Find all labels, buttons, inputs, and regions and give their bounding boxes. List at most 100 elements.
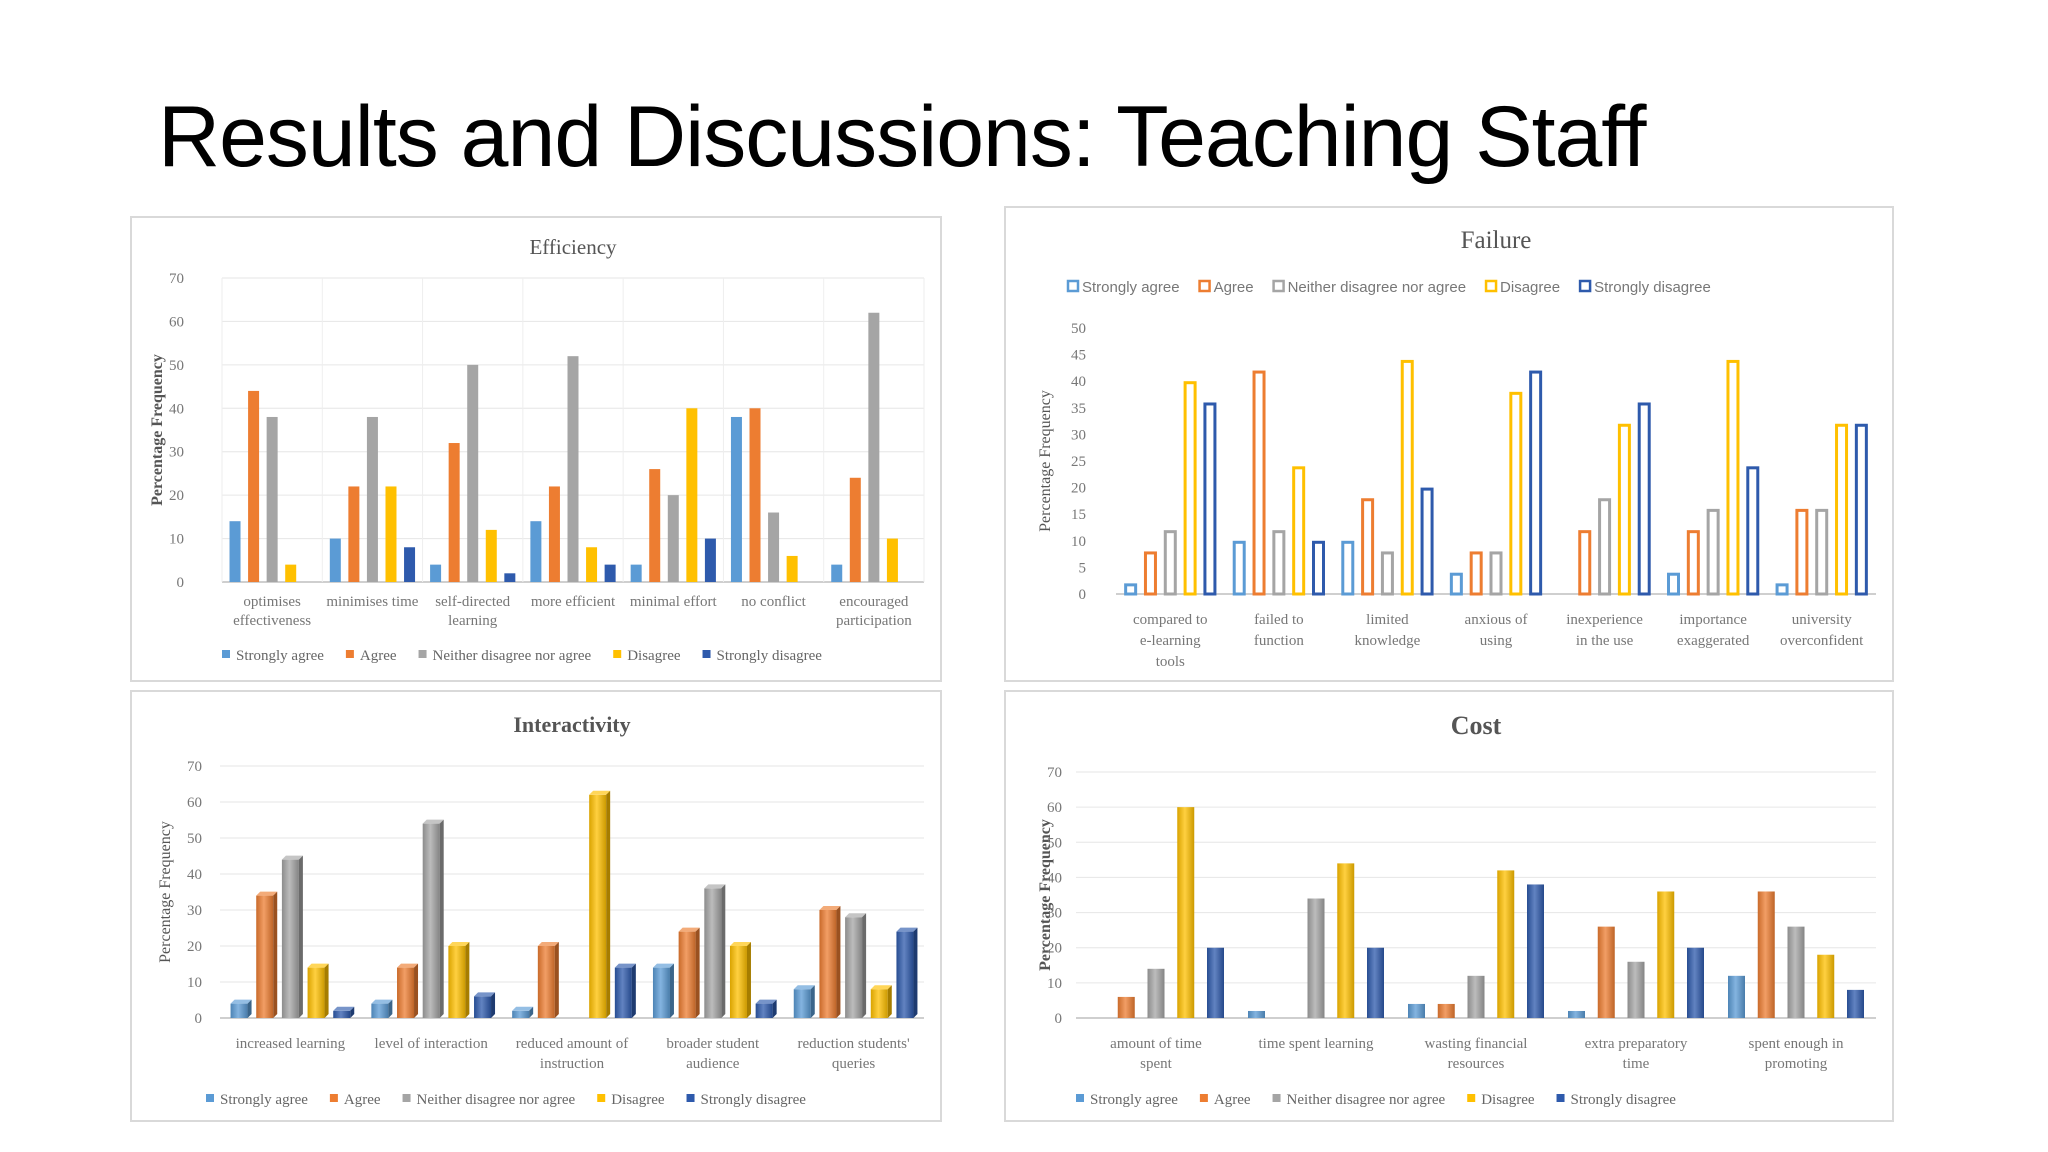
efficiency-y-tick-label: 20 [169, 488, 184, 504]
failure-category-label: anxious of [1465, 612, 1528, 628]
interactivity-bar [371, 1003, 389, 1018]
interactivity-bar [755, 1003, 773, 1018]
cost-legend-label: Agree [1214, 1092, 1251, 1108]
cost-bar [1248, 1010, 1265, 1018]
efficiency-bar [530, 521, 542, 582]
interactivity-bar-side [862, 913, 867, 1018]
failure-bar [1272, 530, 1286, 596]
failure-legend-swatch [1272, 279, 1285, 293]
failure-chart: Failure Percentage Frequency 0 5 10 15 20 25 30 3… [1004, 206, 1894, 682]
failure-bar [1469, 551, 1483, 596]
interactivity-bar-side [631, 963, 636, 1018]
failure-category-label: exaggerated [1677, 633, 1750, 649]
interactivity-bar [256, 895, 274, 1018]
failure-y-tick-label: 50 [1071, 321, 1086, 337]
interactivity-bar-top [230, 999, 252, 1004]
efficiency-legend-swatch [613, 650, 622, 658]
interactivity-bar-top [589, 790, 611, 795]
efficiency-bar [248, 390, 260, 582]
efficiency-legend-label: Strongly disagree [717, 648, 823, 664]
cost-bar [1597, 926, 1615, 1018]
cost-bar [1757, 891, 1775, 1018]
efficiency-category-label: participation [836, 613, 912, 629]
interactivity-bar-side [247, 999, 252, 1018]
cost-bar [1437, 1003, 1455, 1018]
cost-bar [1147, 968, 1165, 1018]
interactivity-bar-side [669, 963, 674, 1018]
interactivity-y-tick-label: 70 [187, 759, 202, 775]
interactivity-category-label: level of interaction [375, 1036, 489, 1052]
failure-category-label: in the use [1576, 633, 1634, 649]
interactivity-bar-top [896, 927, 918, 932]
cost-bar [1728, 975, 1745, 1018]
interactivity-bar-top [729, 942, 751, 946]
interactivity-bar [704, 888, 722, 1018]
cost-bar [1408, 1003, 1425, 1018]
efficiency-chart: Efficiency Percentage Frequency 0 10 20 30 40 5… [130, 216, 942, 682]
cost-y-tick-label: 60 [1047, 800, 1062, 816]
efficiency-chart-svg: Efficiency Percentage Frequency 0 10 20 30 40 5… [149, 235, 925, 664]
efficiency-title: Efficiency [529, 235, 617, 259]
efficiency-y-axis-label: Percentage Frequency [149, 354, 166, 506]
cost-legend-swatch [1272, 1094, 1281, 1102]
interactivity-bar-side [836, 906, 841, 1018]
interactivity-category-label: broader student [666, 1036, 760, 1052]
efficiency-bar [467, 364, 479, 582]
failure-y-tick-label: 40 [1071, 374, 1086, 390]
cost-y-tick-label: 30 [1047, 906, 1062, 922]
cost-bar [1627, 961, 1645, 1018]
interactivity-chart-svg: Interactivity Percentage Frequency 0 10 20 30… [157, 712, 924, 1108]
interactivity-bar [729, 946, 747, 1018]
interactivity-category-label: increased learning [236, 1036, 346, 1052]
failure-category-label: university [1792, 612, 1852, 628]
interactivity-bar-top [652, 963, 674, 968]
cost-bar [1817, 954, 1835, 1018]
interactivity-bar-side [465, 942, 470, 1018]
efficiency-bar [768, 512, 780, 582]
interactivity-bar-side [554, 942, 559, 1018]
efficiency-legend-label: Strongly agree [236, 648, 324, 664]
failure-y-tick-label: 15 [1071, 507, 1086, 523]
cost-legend-swatch [1556, 1094, 1565, 1102]
failure-y-tick-label: 10 [1071, 534, 1086, 550]
failure-category-label: inexperience [1566, 612, 1643, 628]
cost-y-tick-label: 70 [1047, 765, 1062, 781]
failure-legend-swatch [1198, 279, 1211, 293]
interactivity-legend-swatch [597, 1094, 606, 1102]
failure-bar [1598, 498, 1612, 596]
efficiency-category-label: no conflict [741, 594, 806, 610]
cost-y-tick-label: 10 [1047, 976, 1062, 992]
failure-bar [1449, 572, 1463, 596]
failure-bar [1509, 391, 1523, 596]
failure-category-label: failed to [1254, 612, 1304, 628]
failure-y-tick-label: 35 [1071, 401, 1086, 417]
interactivity-bar-side [913, 927, 918, 1018]
efficiency-category-label: optimises [243, 594, 301, 610]
interactivity-bar [537, 946, 555, 1018]
cost-y-axis-label: Percentage Frequency [1037, 819, 1054, 971]
failure-legend-label: Disagree [1500, 279, 1560, 296]
interactivity-bar-top [307, 963, 329, 968]
efficiency-y-tick-label: 60 [169, 314, 184, 330]
efficiency-bar [749, 408, 761, 582]
efficiency-legend-label: Disagree [627, 648, 681, 664]
efficiency-bar [430, 564, 442, 582]
interactivity-bar-top [281, 855, 303, 860]
failure-bar [1835, 423, 1849, 596]
efficiency-y-tick-label: 70 [169, 271, 184, 287]
interactivity-chart: Interactivity Percentage Frequency 0 10 20 30… [130, 690, 942, 1122]
failure-category-label: using [1480, 633, 1513, 649]
interactivity-bar-top [678, 927, 700, 932]
interactivity-bar-side [491, 992, 496, 1018]
cost-legend-swatch [1076, 1094, 1084, 1102]
interactivity-bar-side [695, 927, 700, 1018]
failure-legend-swatch [1578, 279, 1592, 293]
failure-legend-swatch [1066, 279, 1080, 293]
interactivity-bar-top [422, 819, 444, 824]
cost-legend-swatch [1199, 1094, 1208, 1102]
interactivity-bar-top [256, 891, 278, 896]
interactivity-bar [589, 794, 607, 1018]
interactivity-bar [896, 931, 914, 1018]
efficiency-bar [404, 547, 416, 582]
efficiency-legend-swatch [222, 650, 230, 658]
